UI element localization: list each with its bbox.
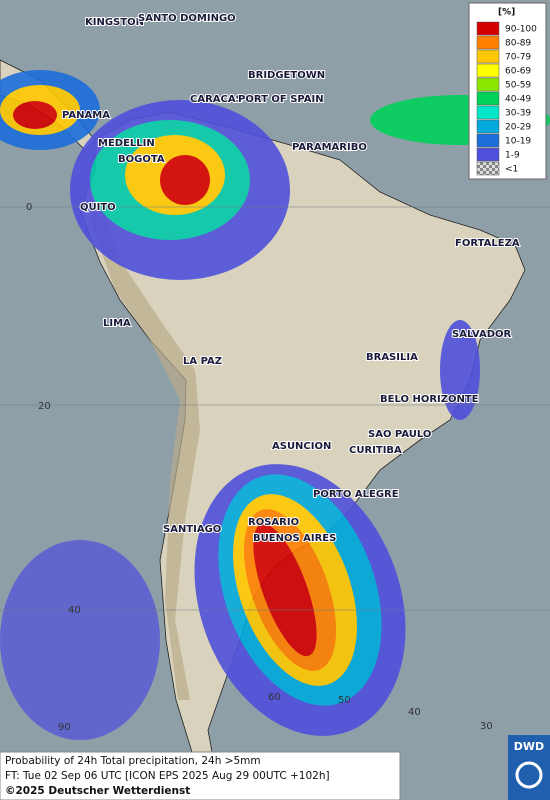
city-label: FORTALEZA [455, 238, 520, 249]
legend-label: 1-9 [505, 151, 520, 161]
logo-box [508, 735, 550, 800]
city-label: BRIDGETOWN [248, 70, 325, 81]
legend-swatch [476, 105, 500, 120]
legend-swatch [476, 91, 500, 106]
city-label: MEDELLIN [98, 138, 155, 149]
legend-swatch [476, 133, 500, 148]
footer-line: FT: Tue 02 Sep 06 UTC [ICON EPS 2025 Aug… [5, 770, 330, 782]
city-label: SANTO DOMINGO [138, 13, 236, 24]
graticule [0, 206, 550, 611]
legend-label: 70-79 [505, 53, 531, 63]
legend: [%] 90-100 80-89 70-79 60-69 50-59 40-49 30-39… [468, 2, 547, 180]
city-label: LIMA [103, 318, 131, 329]
city-label: QUITO [80, 202, 116, 213]
city-label: LA PAZ [183, 356, 222, 367]
city-label: CARACAS [190, 94, 243, 105]
footer: Probability of 24h Total precipitation, … [0, 735, 550, 800]
city-label: SALVADOR [452, 329, 512, 340]
precipitation-field [0, 70, 550, 740]
city-label: ROSARIO [248, 517, 299, 528]
city-label: CURITIBA [349, 445, 402, 456]
legend-swatch [476, 35, 500, 50]
logo-icon [515, 761, 543, 789]
legend-swatch [476, 147, 500, 162]
legend-swatch [476, 119, 500, 134]
city-label: SANTIAGO [163, 524, 221, 535]
latitude-label: 20 [38, 401, 51, 412]
city-label: PORTO ALEGRE [313, 489, 399, 500]
logo-text: DWD [514, 740, 544, 753]
footer-line: Probability of 24h Total precipitation, … [5, 755, 261, 767]
city-label: PORT OF SPAIN [238, 94, 324, 105]
city-label: KINGSTON [85, 17, 144, 28]
city-label: BOGOTA [118, 154, 165, 165]
legend-swatch [476, 49, 500, 64]
legend-label: 40-49 [505, 95, 531, 105]
legend-label: 80-89 [505, 39, 531, 49]
longitude-label: 90 [58, 722, 71, 733]
legend-swatch [476, 161, 500, 176]
city-label: BUENOS AIRES [253, 533, 336, 544]
legend-swatch [476, 77, 500, 92]
footer-copyright: ©2025 Deutscher Wetterdienst [5, 785, 190, 797]
footer-box [0, 751, 401, 800]
city-label: PARAMARIBO [292, 142, 367, 153]
latitude-label: 0 [26, 202, 32, 213]
longitude-label: 60 [268, 692, 281, 703]
longitude-label: 40 [408, 707, 421, 718]
city-label: PANAMA [62, 110, 110, 121]
legend-label: 90-100 [505, 25, 537, 35]
legend-label: <1 [505, 165, 518, 175]
legend-label: 20-29 [505, 123, 531, 133]
legend-swatch [476, 21, 500, 36]
andes [90, 200, 200, 700]
legend-swatch [476, 63, 500, 78]
longitude-label: 50 [338, 695, 351, 706]
legend-label: 10-19 [505, 137, 531, 147]
city-label: BRASILIA [366, 352, 418, 363]
legend-label: 60-69 [505, 67, 531, 77]
legend-label: 30-39 [505, 109, 531, 119]
legend-unit: [%] [498, 8, 515, 18]
city-label: BELO HORIZONTE [380, 394, 479, 405]
legend-label: 50-59 [505, 81, 531, 91]
latitude-label: 40 [68, 605, 81, 616]
city-label: ASUNCION [272, 441, 331, 452]
city-label: SAO PAULO [368, 429, 431, 440]
longitude-label: 30 [480, 721, 493, 732]
